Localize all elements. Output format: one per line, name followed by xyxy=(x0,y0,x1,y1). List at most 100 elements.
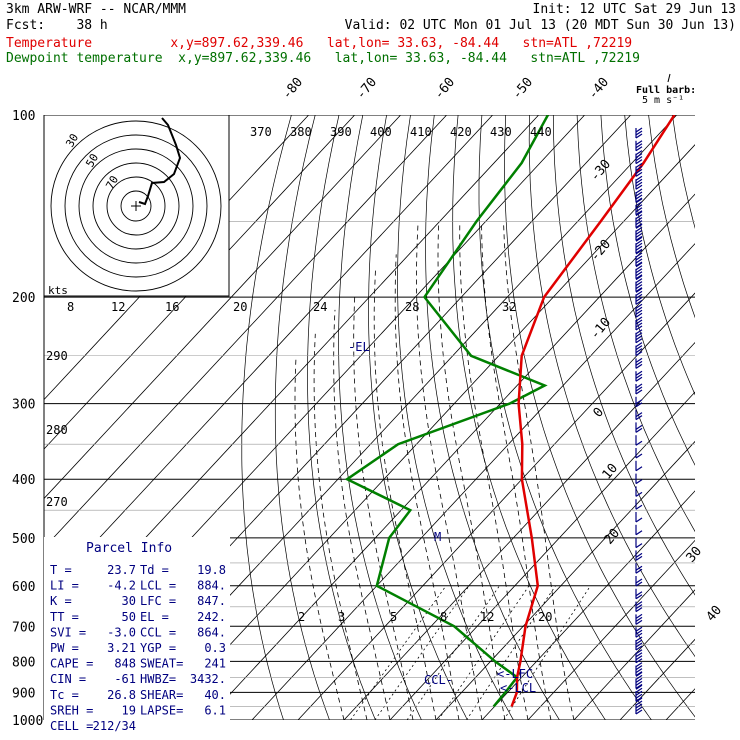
parcel-info-value: 864. xyxy=(197,625,226,639)
theta-label-left: 290 xyxy=(46,349,68,363)
parcel-info-box xyxy=(44,537,230,720)
moist-adiabat xyxy=(333,309,391,720)
moist-adiabat xyxy=(503,221,575,720)
wind-barb-flag xyxy=(635,668,643,674)
wind-barb-flag xyxy=(635,601,643,607)
parcel-info-key: LAPSE= xyxy=(140,703,183,717)
parcel-info-key: TT = xyxy=(50,610,79,624)
dry-adiabat xyxy=(504,115,695,718)
wind-barb-flag xyxy=(635,188,643,194)
wind-barb-flag xyxy=(635,348,643,354)
dewpoint-legend: Dewpoint temperature x,y=897.62,339.46 l… xyxy=(6,51,640,66)
wind-barb-flag xyxy=(635,191,643,197)
forecast-hours: Fcst: 38 h xyxy=(6,18,108,33)
wind-barb-flag xyxy=(635,226,643,232)
parcel-info-key: CCL = xyxy=(140,625,176,639)
dry-adiabat xyxy=(576,115,695,533)
wind-barb-flag xyxy=(635,565,643,571)
wind-barb-flag xyxy=(635,555,643,561)
parcel-info-value: 848 xyxy=(114,657,136,671)
parcel-info-key: Tc = xyxy=(50,688,79,702)
wind-barb-flag xyxy=(635,153,643,159)
pressure-label: 700 xyxy=(12,620,35,635)
wind-barb-flag xyxy=(635,197,643,203)
wind-barb-flag xyxy=(635,312,643,318)
wind-barb-flag xyxy=(635,543,643,549)
wind-barb-flag xyxy=(635,278,643,284)
el-marker: -EL xyxy=(348,340,370,354)
parcel-info-value: 3432. xyxy=(190,672,226,686)
wind-barb-flag xyxy=(635,262,643,268)
theta-label: 440 xyxy=(530,125,552,139)
dry-adiabat xyxy=(338,115,422,720)
wind-barb-flag xyxy=(635,299,643,305)
parcel-info-value: 40. xyxy=(204,688,226,702)
parcel-info-key: CAPE = xyxy=(50,657,93,671)
wind-barb-flag xyxy=(635,319,643,325)
wind-barb-flag xyxy=(635,242,643,248)
hodograph-speed-label: 32 xyxy=(502,300,516,314)
wind-barb-flag xyxy=(635,693,643,699)
wind-barb-flag xyxy=(635,223,643,229)
wind-barb-flag xyxy=(635,293,643,299)
theta-label-left: 280 xyxy=(46,423,68,437)
parcel-info-value: 19 xyxy=(122,703,136,717)
moist-adiabat xyxy=(373,269,437,720)
wind-barb-flag xyxy=(635,415,643,421)
wind-barb-flag xyxy=(635,662,643,668)
wind-barb-flag xyxy=(635,578,643,584)
init-time: Init: 12 UTC Sat 29 Jun 13 xyxy=(532,2,737,17)
model-title: 3km ARW-WRF -- NCAR/MMM xyxy=(6,2,187,17)
pressure-label: 200 xyxy=(12,291,35,306)
wind-barb-flag xyxy=(635,639,643,645)
parcel-info-value: 3.21 xyxy=(107,641,136,655)
theta-label: 380 xyxy=(290,125,312,139)
wind-barb-flag xyxy=(635,636,643,642)
wind-barb-flag xyxy=(635,649,643,655)
wind-barb-flag xyxy=(635,178,643,184)
dry-adiabat xyxy=(528,115,695,658)
moist-adiabat xyxy=(481,221,552,720)
hodograph-speed-label: 24 xyxy=(313,300,327,314)
parcel-info-key: EL = xyxy=(140,610,169,624)
parcel-info-key: CIN = xyxy=(50,672,86,686)
hodograph-speed-label: 12 xyxy=(111,300,125,314)
wind-barb-flag xyxy=(635,252,643,258)
wind-barb-flag xyxy=(635,655,643,661)
wind-barb-flag xyxy=(635,322,643,328)
wind-barb-flag xyxy=(635,143,643,149)
dry-adiabat xyxy=(425,115,560,720)
isotherm-label: -40 xyxy=(586,75,613,103)
parcel-info-value: -4.2 xyxy=(107,579,136,593)
moist-adiabat xyxy=(294,355,345,720)
parcel-info-key: HWBZ= xyxy=(140,672,176,686)
valid-time: Valid: 02 UTC Mon 01 Jul 13 (20 MDT Sun … xyxy=(344,18,736,33)
wind-barb-flag xyxy=(635,363,643,369)
barb-legend-sample xyxy=(667,73,671,83)
mixing-ratio-label: 2 xyxy=(298,610,305,624)
fcst-value: 38 h xyxy=(76,18,108,33)
dry-adiabat xyxy=(478,115,652,720)
pressure-label: 900 xyxy=(12,686,35,701)
temperature-profile xyxy=(510,115,676,707)
m-marker: M xyxy=(434,530,441,544)
wind-barb-flag xyxy=(635,335,643,341)
wind-barb-flag xyxy=(635,204,643,210)
wind-barb-flag xyxy=(635,287,643,293)
wind-barb-flag xyxy=(635,287,643,293)
wind-barb-flag xyxy=(635,412,643,418)
mixing-ratio-label: 12 xyxy=(480,610,494,624)
isotherm-label: -20 xyxy=(588,237,615,265)
mixing-ratio-label: 8 xyxy=(440,610,447,624)
isotherm-label: -80 xyxy=(280,75,307,103)
parcel-info-key: SVI = xyxy=(50,625,86,639)
wind-barb-flag xyxy=(635,680,643,686)
hodograph-ring-label: 50 xyxy=(83,152,101,170)
wind-barb-flag xyxy=(635,220,643,226)
wind-barb-flag xyxy=(635,466,643,472)
dry-adiabat xyxy=(696,115,740,733)
isotherm xyxy=(435,440,695,720)
wind-barb-flag xyxy=(635,626,643,632)
dry-adiabat xyxy=(397,115,514,720)
isotherm xyxy=(527,539,695,720)
